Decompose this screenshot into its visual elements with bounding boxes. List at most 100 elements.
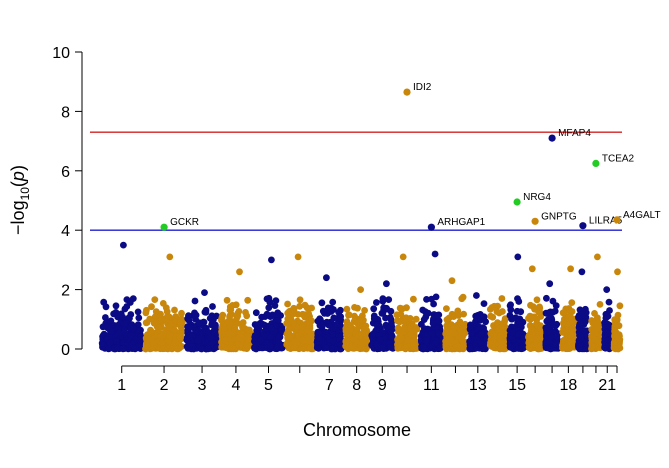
snp-point [316, 315, 324, 323]
snp-point [564, 314, 572, 322]
snp-point [290, 319, 297, 326]
snp-point [458, 295, 466, 303]
snp-point [345, 311, 353, 319]
hit-gene-label: MFAP4 [558, 128, 591, 139]
snp-point [396, 304, 404, 312]
snp-point [198, 345, 206, 353]
snp-point [533, 296, 541, 304]
snp-point [479, 345, 486, 353]
snp-point [172, 313, 180, 321]
snp-point [402, 319, 409, 326]
annotated-hits: GCKR IDI2 ARHGAP1 MFAP4 NRG4 GNPTG TCEA2 LILRA5… [160, 82, 661, 231]
x-tick-label: 2 [160, 377, 169, 394]
snp-point [528, 334, 535, 341]
snp-point [127, 332, 135, 340]
snp-point [135, 314, 143, 322]
snp-point [393, 311, 401, 319]
y-tick-label: 10 [52, 45, 70, 62]
snp-point [293, 340, 300, 348]
snp-point [185, 312, 192, 319]
snp-point [246, 329, 254, 337]
snp-point [130, 325, 137, 332]
snp-point [575, 343, 583, 351]
x-tick-label: 3 [198, 377, 207, 394]
snp-point [143, 306, 150, 314]
snp-point [301, 312, 308, 320]
snp-point [223, 296, 231, 304]
y-axis-title-subscript: 10 [18, 187, 32, 201]
hit-point [548, 134, 556, 142]
snp-point [204, 345, 212, 353]
snp-point [123, 303, 131, 310]
snp-point [208, 319, 216, 327]
snp-peak-point [514, 253, 522, 261]
snp-point [507, 301, 514, 309]
snp-point [385, 296, 393, 303]
snp-point [148, 303, 155, 311]
snp-point [267, 333, 275, 340]
snp-point [508, 315, 516, 323]
snp-point [107, 317, 115, 325]
snp-peak-point [448, 277, 456, 285]
snp-point [206, 333, 214, 341]
snp-point [376, 336, 384, 343]
snp-point [517, 308, 525, 316]
snp-point [514, 330, 522, 338]
snp-point [113, 337, 120, 345]
snp-point [490, 331, 498, 338]
snp-point [159, 345, 167, 353]
snp-point [98, 339, 106, 347]
snp-point [243, 342, 251, 350]
snp-point [333, 320, 341, 328]
snp-point [491, 339, 498, 347]
y-tick-label: 8 [61, 104, 70, 121]
snp-point [545, 315, 552, 323]
snp-point [325, 321, 333, 329]
snp-point [578, 334, 585, 342]
hit-point [592, 159, 600, 167]
snp-point [596, 301, 604, 308]
snp-point [594, 320, 602, 327]
snp-point [176, 333, 183, 341]
snp-point [209, 303, 216, 310]
snp-point [354, 304, 361, 312]
snp-point [305, 320, 313, 328]
snp-point [254, 321, 262, 329]
snp-point [209, 339, 217, 347]
x-tick-label: 21 [598, 377, 616, 394]
snp-point [569, 324, 577, 332]
snp-point [244, 296, 252, 304]
snp-point [171, 327, 179, 334]
data-points [98, 241, 624, 353]
snp-point [610, 339, 618, 346]
snp-point [560, 337, 567, 344]
snp-point [495, 309, 503, 317]
snp-peak-point [603, 286, 611, 293]
snp-point [305, 332, 313, 340]
snp-point [106, 339, 114, 347]
snp-point [328, 345, 335, 353]
snp-peak-point [294, 253, 302, 261]
snp-peak-point [120, 241, 127, 249]
snp-point [251, 344, 258, 352]
snp-point [552, 341, 560, 348]
snp-point [112, 302, 120, 310]
hit-gene-label: A4GALT [623, 210, 661, 221]
snp-point [185, 343, 193, 350]
snp-point [472, 339, 479, 347]
hit-point [531, 217, 539, 225]
snp-peak-point [578, 268, 586, 276]
snp-point [553, 333, 561, 341]
snp-point [274, 317, 282, 324]
snp-point [443, 305, 450, 312]
snp-peak-point [268, 256, 275, 264]
snp-point [330, 314, 338, 322]
snp-point [456, 318, 464, 326]
snp-point [559, 344, 566, 352]
snp-point [476, 340, 484, 347]
snp-point [143, 319, 151, 326]
snp-peak-point [383, 280, 390, 288]
snp-point [305, 325, 313, 333]
snp-point [507, 306, 515, 314]
